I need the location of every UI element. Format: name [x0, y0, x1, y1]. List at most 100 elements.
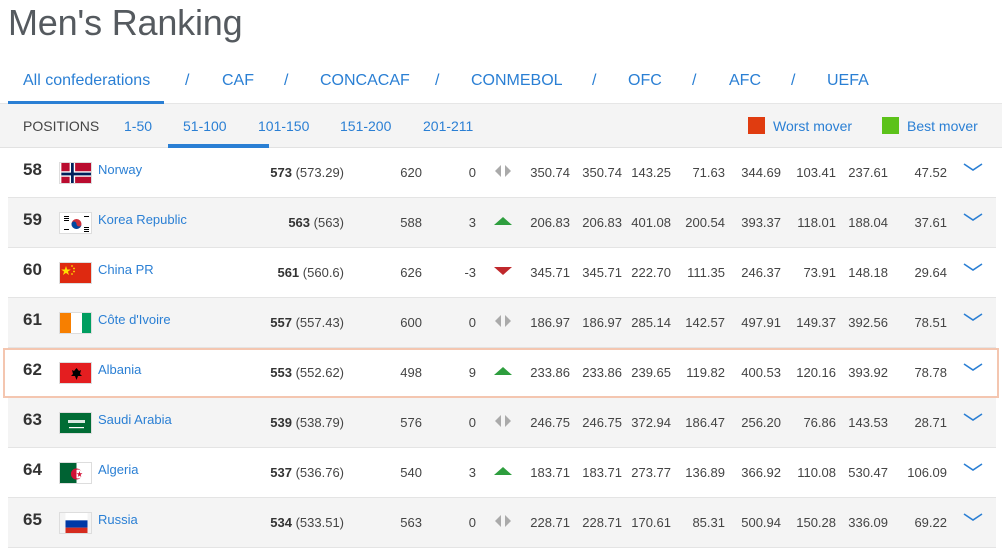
movement-up-icon — [493, 214, 513, 228]
table-row[interactable]: 61 Côte d'Ivoire 557 (557.43) 600 0 186.97 186… — [8, 298, 996, 348]
score-value: 149.37 — [796, 315, 836, 330]
previous-points: 498 — [400, 365, 422, 380]
rank: 61 — [23, 310, 42, 329]
tab-uefa[interactable]: UEFA — [827, 72, 869, 89]
chevron-down-icon[interactable] — [962, 360, 984, 374]
score-value: 186.97 — [530, 315, 570, 330]
score-value: 206.83 — [582, 215, 622, 230]
score-value: 29.64 — [914, 265, 947, 280]
table-row[interactable]: 63 Saudi Arabia 539 (538.79) 576 0 246.75 246.… — [8, 398, 996, 448]
score-value: 372.94 — [631, 415, 671, 430]
tab-ofc[interactable]: OFC — [628, 72, 662, 89]
score-value: 273.77 — [631, 465, 671, 480]
table-row[interactable]: 58 Norway 573 (573.29) 620 0 350.74 350.74 143.… — [8, 148, 996, 198]
score-value: 228.71 — [582, 515, 622, 530]
tab-separator: / — [435, 72, 440, 89]
movement-none-icon — [493, 414, 513, 428]
team-link[interactable]: Russia — [98, 512, 138, 527]
table-row[interactable]: 62 Albania 553 (552.62) 498 9 233.86 233.86 239… — [3, 348, 999, 398]
movement-up-icon — [493, 464, 513, 478]
table-row[interactable]: 64 Algeria 537 (536.76) 540 3 183.71 183.71 273… — [8, 448, 996, 498]
tab-all-confederations[interactable]: All confederations — [23, 72, 151, 89]
score-value: 71.63 — [692, 165, 725, 180]
tab-afc[interactable]: AFC — [729, 72, 761, 89]
score-value: 228.71 — [530, 515, 570, 530]
score-value: 246.37 — [741, 265, 781, 280]
score-value: 345.71 — [582, 265, 622, 280]
score-value: 28.71 — [914, 415, 947, 430]
albania-flag-icon — [59, 362, 92, 384]
table-row[interactable]: 65 Russia 534 (533.51) 563 0 228.71 228.71 170.… — [8, 498, 996, 548]
points-exact: (560.6) — [302, 265, 344, 280]
chevron-down-icon[interactable] — [962, 510, 984, 524]
score-value: 233.86 — [530, 365, 570, 380]
team-link[interactable]: Algeria — [98, 462, 139, 477]
table-row[interactable]: 60 China PR 561 (560.6) 626 -3 345.71 345.71 22… — [8, 248, 996, 298]
score-value: 401.08 — [631, 215, 671, 230]
team-link[interactable]: Albania — [98, 362, 142, 377]
saudi-flag-icon — [59, 412, 92, 434]
team-link[interactable]: Norway — [98, 162, 143, 177]
movement-none-icon — [493, 314, 513, 328]
score-value: 118.01 — [797, 215, 836, 230]
points-exact: (557.43) — [295, 315, 344, 330]
tab-caf[interactable]: CAF — [222, 72, 254, 89]
chevron-down-icon[interactable] — [962, 460, 984, 474]
team-link[interactable]: China PR — [98, 262, 154, 277]
score-value: 110.08 — [797, 465, 836, 480]
score-value: 239.65 — [631, 365, 671, 380]
positions-tab-1-50[interactable]: 1-50 — [124, 118, 153, 134]
score-value: 106.09 — [907, 465, 947, 480]
active-tab-indicator — [8, 101, 164, 104]
points-exact: (552.62) — [295, 365, 344, 380]
chevron-down-icon[interactable] — [962, 210, 984, 224]
worst-mover-label[interactable]: Worst mover — [773, 118, 853, 134]
points: 539 — [270, 415, 292, 430]
positions-tab-201-211[interactable]: 201-211 — [423, 118, 474, 134]
points: 561 — [277, 265, 300, 280]
tab-separator: / — [592, 72, 597, 89]
positions-tab-151-200[interactable]: 151-200 — [340, 118, 392, 134]
total-points: 553 (552.62) — [248, 365, 344, 380]
score-value: 148.18 — [848, 265, 888, 280]
page-title: Men's Ranking — [8, 2, 243, 43]
china-flag-icon — [59, 262, 92, 284]
algeria-flag-icon — [59, 462, 92, 484]
points-exact: (536.76) — [295, 465, 344, 480]
rank: 64 — [23, 460, 42, 479]
positions-tab-101-150[interactable]: 101-150 — [258, 118, 310, 134]
positions-tab-51-100[interactable]: 51-100 — [183, 118, 227, 134]
chevron-down-icon[interactable] — [962, 260, 984, 274]
position-change: 3 — [468, 215, 476, 230]
score-value: 206.83 — [530, 215, 570, 230]
position-change: 3 — [468, 465, 476, 480]
score-value: 183.71 — [530, 465, 570, 480]
score-value: 256.20 — [741, 415, 781, 430]
rank: 62 — [23, 360, 42, 379]
score-value: 170.61 — [631, 515, 671, 530]
tab-separator: / — [284, 72, 289, 89]
position-change: -3 — [464, 265, 476, 280]
points-exact: (533.51) — [295, 515, 344, 530]
team-link[interactable]: Korea Republic — [98, 212, 187, 227]
score-value: 392.56 — [848, 315, 888, 330]
chevron-down-icon[interactable] — [962, 410, 984, 424]
score-value: 69.22 — [914, 515, 947, 530]
chevron-down-icon[interactable] — [962, 310, 984, 324]
score-value: 111.35 — [687, 265, 725, 280]
team-link[interactable]: Saudi Arabia — [98, 412, 172, 427]
russia-flag-icon — [59, 512, 92, 534]
chevron-down-icon[interactable] — [962, 160, 984, 174]
score-value: 186.47 — [685, 415, 725, 430]
score-value: 345.71 — [530, 265, 570, 280]
points: 537 — [270, 465, 292, 480]
best-mover-label[interactable]: Best mover — [907, 118, 978, 134]
points: 553 — [270, 365, 292, 380]
total-points: 561 (560.6) — [248, 265, 344, 280]
worst-mover-swatch — [748, 117, 765, 134]
table-row[interactable]: 59 Korea Republic 563 (563) 588 3 206.83 206.8… — [8, 198, 996, 248]
tab-conmebol[interactable]: CONMEBOL — [471, 72, 563, 89]
team-link[interactable]: Côte d'Ivoire — [98, 312, 171, 327]
score-value: 285.14 — [631, 315, 671, 330]
tab-concacaf[interactable]: CONCACAF — [320, 72, 410, 89]
